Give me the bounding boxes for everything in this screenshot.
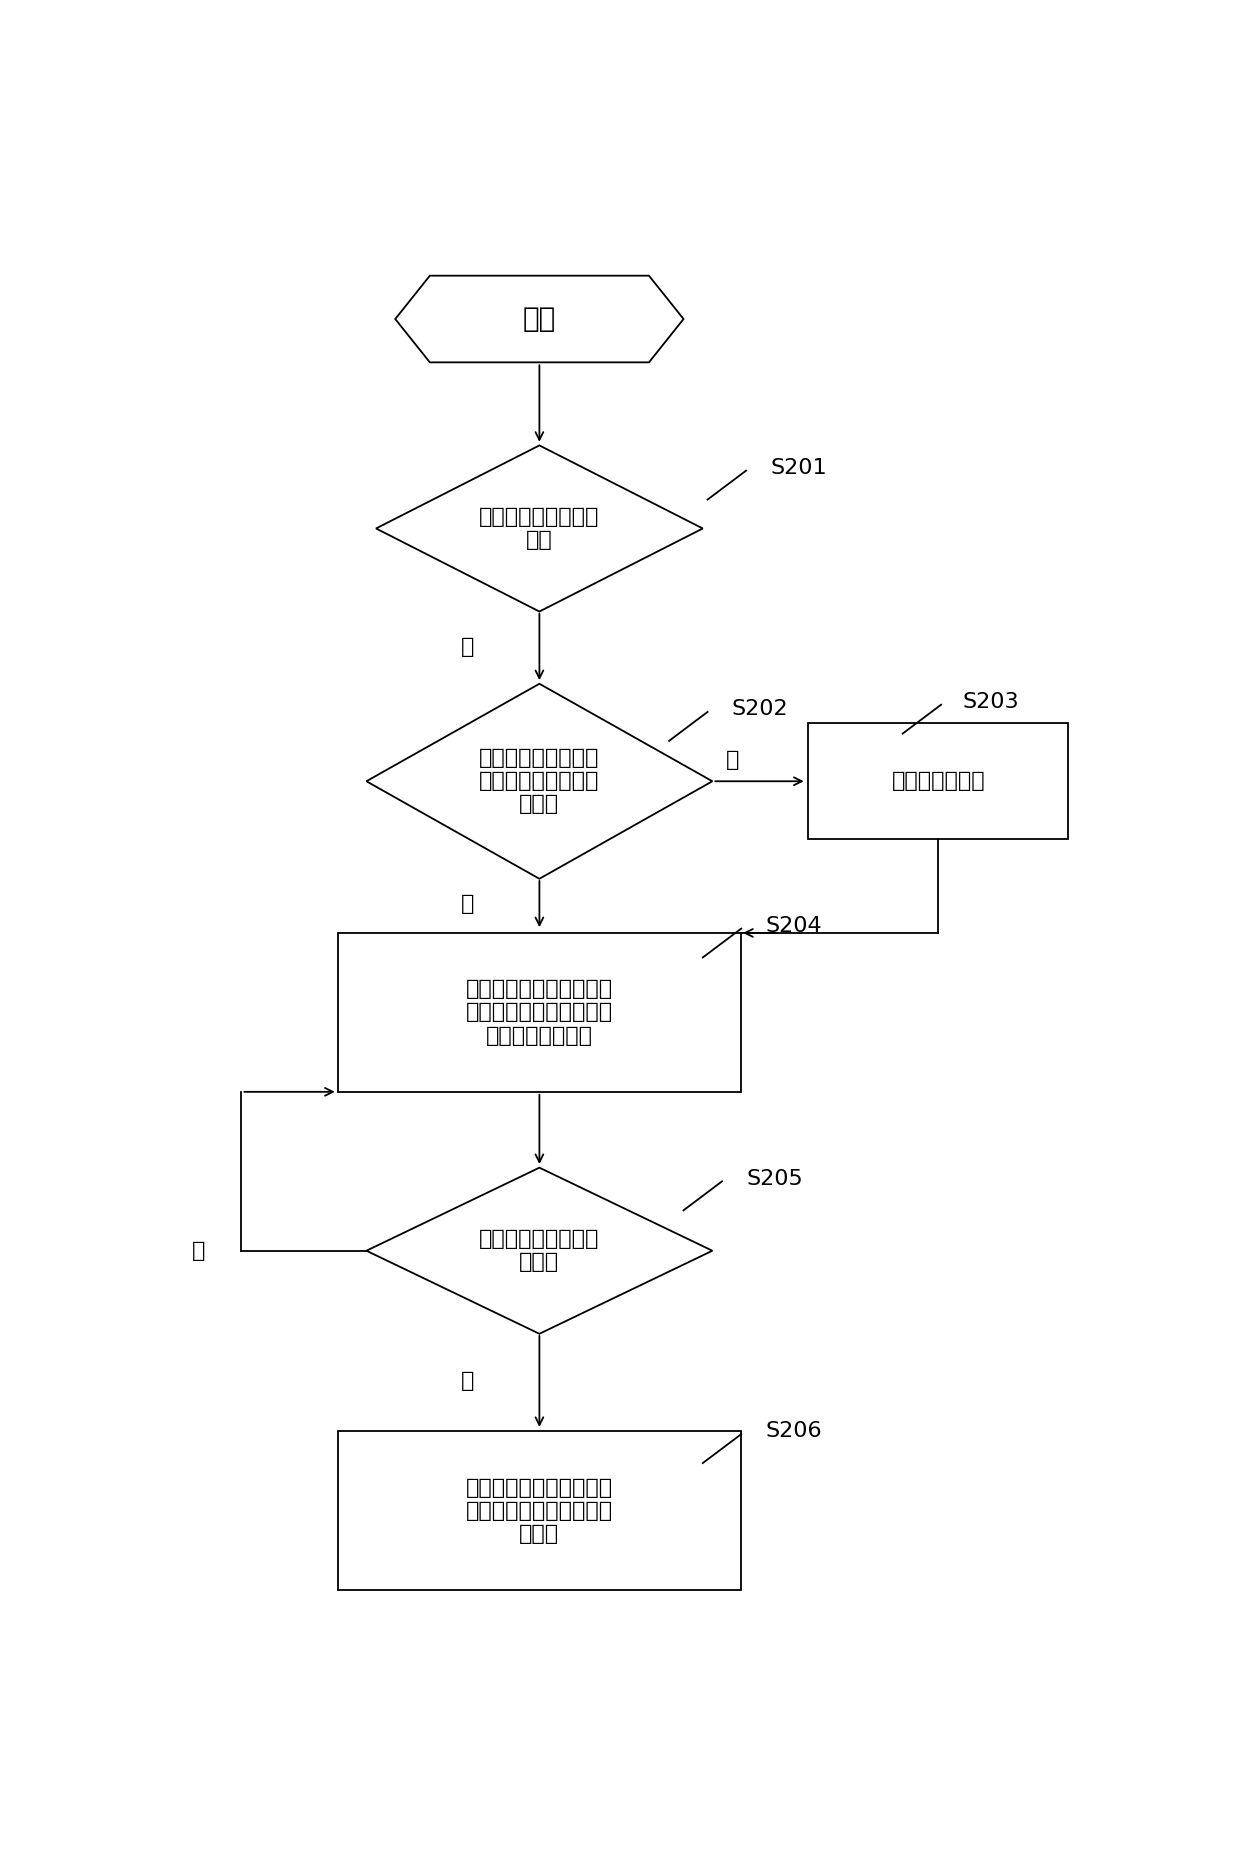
Bar [337,1431,742,1591]
Text: 判断是否有制动机解
锁操作: 判断是否有制动机解 锁操作 [479,1229,600,1272]
Bar [808,724,1068,839]
Text: 是: 是 [460,638,474,657]
Text: 施加第一制动力: 施加第一制动力 [892,771,985,792]
Text: 电空制动机接管列车制动
控制权，列车进入电空制
动模式: 电空制动机接管列车制动 控制权，列车进入电空制 动模式 [466,1478,613,1544]
Text: 是: 是 [460,895,474,914]
Text: 是: 是 [460,1371,474,1390]
Text: 否: 否 [191,1240,205,1261]
Text: 判断是否有第一切换
请求: 判断是否有第一切换 请求 [479,507,600,550]
Text: S201: S201 [770,458,827,478]
Bar [337,932,742,1092]
Text: S206: S206 [765,1422,822,1441]
Text: S202: S202 [732,700,789,719]
Text: 否: 否 [725,750,739,769]
Text: 列车是否已施加全制
动或抑制制动的第一
制动力: 列车是否已施加全制 动或抑制制动的第一 制动力 [479,749,600,814]
Text: 使能电空制动系统，对列
车管进行全制动减压，然
后锁闭电空制动机: 使能电空制动系统，对列 车管进行全制动减压，然 后锁闭电空制动机 [466,979,613,1045]
Text: S204: S204 [765,915,822,936]
Text: 开始: 开始 [523,306,556,334]
Text: S205: S205 [746,1169,802,1189]
Text: S203: S203 [962,692,1019,711]
